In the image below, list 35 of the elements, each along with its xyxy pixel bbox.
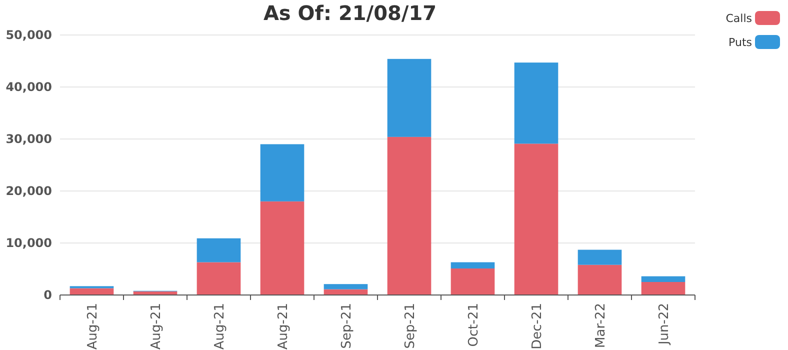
legend-label: Calls (726, 12, 752, 25)
bar (641, 276, 686, 282)
bar (578, 264, 622, 295)
x-tick-label: Sep-21 (402, 303, 418, 349)
bar (641, 282, 686, 295)
x-tick-label: Oct-21 (466, 303, 482, 347)
legend-label: Puts (728, 36, 752, 49)
bar (450, 268, 495, 295)
x-tick-label: Aug-21 (85, 303, 100, 350)
bar (387, 58, 432, 137)
chart-title: As Of: 21/08/17 (263, 1, 437, 25)
bar (514, 144, 558, 295)
bar (450, 262, 495, 268)
bar (324, 284, 368, 290)
x-tick-label: Aug-21 (148, 303, 164, 350)
y-tick-label: 20,000 (6, 184, 52, 198)
y-tick-label: 30,000 (6, 132, 52, 146)
x-tick-label: Sep-21 (339, 303, 354, 349)
bar (70, 288, 114, 295)
bar (578, 250, 622, 265)
y-tick-label: 50,000 (6, 28, 52, 42)
y-tick-label: 10,000 (6, 236, 52, 250)
bar (260, 144, 304, 202)
x-tick-label: Mar-22 (593, 303, 608, 348)
bar (514, 62, 558, 144)
x-tick-label: Aug-21 (212, 303, 228, 350)
x-tick-label: Dec-21 (530, 303, 545, 350)
y-tick-label: 0 (44, 288, 52, 302)
bar (196, 262, 241, 295)
y-tick-label: 40,000 (6, 80, 52, 94)
x-tick-label: Aug-21 (276, 303, 291, 350)
x-tick-label: Jun-22 (656, 303, 672, 346)
bar (387, 136, 432, 295)
bar (196, 238, 241, 262)
bar (260, 201, 304, 295)
